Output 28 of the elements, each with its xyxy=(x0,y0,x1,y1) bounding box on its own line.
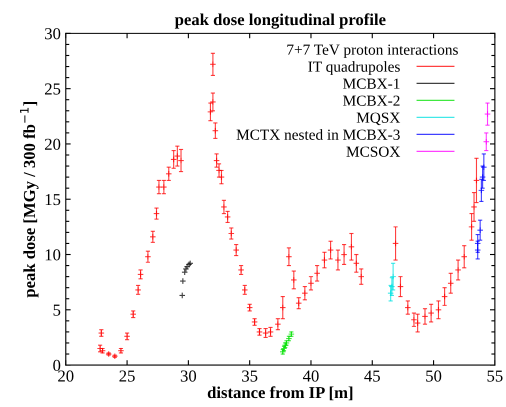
y-tick-label: 25 xyxy=(44,83,60,95)
y-tick-label: 15 xyxy=(46,194,60,206)
legend-title: 7+7 TeV proton interactions xyxy=(287,44,458,58)
x-tick-label: 35 xyxy=(242,370,258,382)
legend-label: MQSX xyxy=(356,112,400,126)
point xyxy=(180,278,186,284)
x-tick-label: 40 xyxy=(302,370,319,382)
point xyxy=(484,110,491,118)
point xyxy=(178,292,186,299)
y-tick-label: 0 xyxy=(53,360,60,372)
x-tick-label: 25 xyxy=(119,370,135,382)
x-tick-label: 30 xyxy=(180,370,196,382)
y-tick-label: 20 xyxy=(44,138,60,150)
legend-label: MCBX-2 xyxy=(343,96,400,106)
legend-label: MCTX nested in MCBX-3 xyxy=(236,129,400,140)
point xyxy=(482,138,490,146)
legend-label: IT quadrupoles xyxy=(308,61,400,75)
x-tick-label: 55 xyxy=(488,370,503,382)
legend-label: MCSOX xyxy=(346,146,400,157)
x-tick-label: 45 xyxy=(364,370,380,382)
chart-title: peak dose longitudinal profile xyxy=(174,13,386,29)
x-tick-label: 50 xyxy=(426,370,442,382)
x-axis-title: distance from IP [m] xyxy=(208,386,352,400)
y-tick-label: 10 xyxy=(46,249,60,260)
legend-label: MCBX-1 xyxy=(343,78,400,89)
y-tick-label: 5 xyxy=(54,304,60,316)
y-tick-label: 30 xyxy=(45,28,60,40)
y-axis-title: peak dose [MGy / 300 fb$^{−1}$] xyxy=(20,102,39,298)
